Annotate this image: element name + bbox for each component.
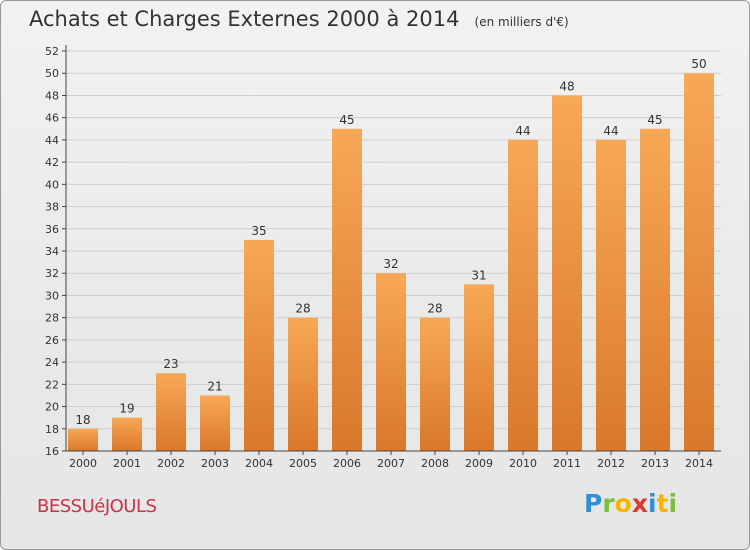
x-tick-label-2005: 2005 bbox=[289, 457, 317, 470]
data-label-2014: 50 bbox=[691, 57, 706, 71]
data-label-2006: 45 bbox=[339, 113, 354, 127]
chart-title: Achats et Charges Externes 2000 à 2014 bbox=[29, 7, 460, 31]
proxiti-logo: Proxiti bbox=[584, 489, 677, 518]
logo-letter: i bbox=[648, 489, 657, 518]
x-tick-label-2010: 2010 bbox=[509, 457, 537, 470]
y-tick-label: 24 bbox=[45, 356, 59, 369]
y-tick-label: 18 bbox=[45, 423, 59, 436]
bar-2001 bbox=[112, 417, 142, 451]
y-tick-label: 46 bbox=[45, 112, 59, 125]
bar-2005 bbox=[288, 317, 318, 451]
bar-2004 bbox=[244, 239, 274, 451]
x-tick-label-2003: 2003 bbox=[201, 457, 229, 470]
y-tick-label: 50 bbox=[45, 67, 59, 80]
data-label-2012: 44 bbox=[603, 124, 618, 138]
bar-2008 bbox=[420, 317, 450, 451]
y-tick-label: 52 bbox=[45, 45, 59, 58]
x-tick-label-2014: 2014 bbox=[685, 457, 713, 470]
data-label-2013: 45 bbox=[647, 113, 662, 127]
bar-2007 bbox=[376, 273, 406, 451]
data-label-2000: 18 bbox=[75, 413, 90, 427]
y-tick-label: 38 bbox=[45, 201, 59, 214]
y-tick-label: 44 bbox=[45, 134, 59, 147]
x-tick-label-2006: 2006 bbox=[333, 457, 361, 470]
x-tick-label-2013: 2013 bbox=[641, 457, 669, 470]
data-label-2011: 48 bbox=[559, 79, 574, 93]
data-label-2003: 21 bbox=[207, 379, 222, 393]
bar-2010 bbox=[508, 139, 538, 451]
y-tick-label: 42 bbox=[45, 156, 59, 169]
data-label-2002: 23 bbox=[163, 357, 178, 371]
y-tick-label: 22 bbox=[45, 378, 59, 391]
bar-2011 bbox=[552, 95, 582, 451]
data-label-2007: 32 bbox=[383, 257, 398, 271]
y-tick-label: 36 bbox=[45, 223, 59, 236]
x-tick-label-2002: 2002 bbox=[157, 457, 185, 470]
data-label-2001: 19 bbox=[119, 402, 134, 416]
y-tick-label: 16 bbox=[45, 445, 59, 458]
x-tick-label-2007: 2007 bbox=[377, 457, 405, 470]
x-tick-label-2004: 2004 bbox=[245, 457, 273, 470]
x-tick-label-2000: 2000 bbox=[69, 457, 97, 470]
logo-letter: o bbox=[614, 489, 632, 518]
y-tick-label: 34 bbox=[45, 245, 59, 258]
bars: 18 19 23 21 35 28 45 32 28 31 44 48 44 45 50 bbox=[68, 57, 714, 451]
y-tick-label: 40 bbox=[45, 178, 59, 191]
x-tick-label-2011: 2011 bbox=[553, 457, 581, 470]
bar-2012 bbox=[596, 139, 626, 451]
logo-letter: r bbox=[602, 489, 615, 518]
y-tick-label: 28 bbox=[45, 312, 59, 325]
chart-unit: (en milliers d'€) bbox=[474, 15, 569, 29]
x-tick-label-2012: 2012 bbox=[597, 457, 625, 470]
logo-letter: i bbox=[668, 489, 678, 518]
bar-2006 bbox=[332, 128, 362, 451]
data-label-2008: 28 bbox=[427, 302, 442, 316]
logo-letter: t bbox=[656, 489, 669, 518]
data-label-2005: 28 bbox=[295, 302, 310, 316]
bar-2014 bbox=[684, 73, 714, 451]
y-tick-label: 32 bbox=[45, 267, 59, 280]
y-tick-label: 48 bbox=[45, 89, 59, 102]
x-tick-label-2008: 2008 bbox=[421, 457, 449, 470]
chart-header: Achats et Charges Externes 2000 à 2014 (… bbox=[29, 7, 569, 31]
y-tick-label: 20 bbox=[45, 401, 59, 414]
bar-2009 bbox=[464, 284, 494, 451]
x-tick-label-2009: 2009 bbox=[465, 457, 493, 470]
axes: 16 18 20 22 24 26 28 30 32 34 36 38 40 42 44 46 48 50 52 20… bbox=[45, 45, 721, 470]
bar-2013 bbox=[640, 128, 670, 451]
y-tick-label: 30 bbox=[45, 289, 59, 302]
bar-2003 bbox=[200, 395, 230, 451]
x-tick-label-2001: 2001 bbox=[113, 457, 141, 470]
y-tick-label: 26 bbox=[45, 334, 59, 347]
bar-2002 bbox=[156, 373, 186, 451]
logo-letter: P bbox=[584, 489, 603, 518]
data-label-2004: 35 bbox=[251, 224, 266, 238]
city-name: BESSUéJOULS bbox=[37, 496, 157, 517]
logo-letter: x bbox=[631, 489, 648, 518]
bar-2000 bbox=[68, 428, 98, 451]
data-label-2010: 44 bbox=[515, 124, 530, 138]
data-label-2009: 31 bbox=[471, 268, 486, 282]
